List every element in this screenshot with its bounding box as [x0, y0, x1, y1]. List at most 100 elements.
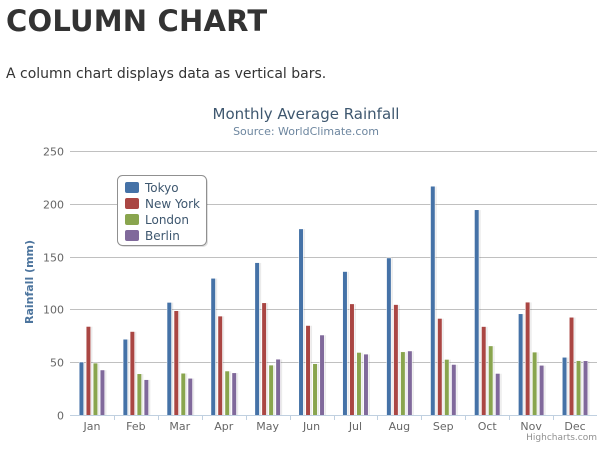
bar-berlin[interactable] — [187, 378, 195, 415]
bar-london[interactable] — [312, 363, 320, 415]
legend-item-london[interactable]: London — [125, 213, 189, 227]
legend-label: New York — [145, 197, 200, 211]
bar-berlin[interactable] — [495, 373, 502, 415]
bar-london[interactable] — [92, 362, 100, 415]
bar — [363, 354, 368, 415]
bar-new-york[interactable] — [349, 303, 356, 415]
bar-berlin[interactable] — [319, 334, 327, 415]
bar-new-york[interactable] — [173, 310, 181, 415]
bar — [269, 365, 274, 415]
bar — [100, 370, 105, 415]
bar — [481, 326, 486, 415]
bar-new-york[interactable] — [525, 301, 532, 415]
legend: Tokyo New York London Berlin — [117, 175, 208, 247]
bar — [262, 303, 267, 415]
bar-london[interactable] — [400, 351, 407, 415]
bar — [144, 379, 149, 415]
bar — [562, 357, 567, 415]
legend-item-berlin[interactable]: Berlin — [125, 229, 180, 243]
x-tick-label: Jul — [348, 420, 362, 433]
bar-berlin[interactable] — [231, 372, 239, 415]
bar — [525, 302, 530, 415]
x-tick-label: May — [256, 420, 279, 433]
bar — [188, 378, 193, 415]
bar-new-york[interactable] — [569, 317, 576, 415]
bar — [342, 271, 347, 415]
bar-berlin[interactable] — [407, 350, 414, 415]
bar-tokyo[interactable] — [78, 361, 86, 415]
bar-berlin[interactable] — [539, 365, 546, 415]
bar — [437, 318, 442, 415]
bar-berlin[interactable] — [451, 364, 458, 415]
bar — [576, 360, 581, 415]
legend-item-new-york[interactable]: New York — [125, 197, 200, 211]
x-tick-label: Oct — [478, 420, 498, 433]
bar — [276, 359, 281, 415]
bar — [539, 365, 544, 415]
bar-tokyo[interactable] — [518, 313, 525, 415]
bar-berlin[interactable] — [143, 379, 151, 415]
bar-london[interactable] — [268, 364, 276, 415]
bar-berlin[interactable] — [99, 369, 107, 415]
bar-tokyo[interactable] — [298, 228, 306, 415]
bar-tokyo[interactable] — [210, 278, 218, 415]
bar — [400, 352, 405, 415]
bar-london[interactable] — [136, 373, 144, 415]
bar-tokyo[interactable] — [122, 338, 130, 415]
legend-swatch — [125, 182, 139, 193]
x-tick-label: Apr — [214, 420, 234, 433]
bar — [123, 339, 128, 415]
bar — [320, 335, 325, 415]
bar-berlin[interactable] — [275, 358, 283, 415]
bar — [130, 331, 135, 415]
bar-london[interactable] — [224, 370, 232, 415]
bar — [407, 351, 412, 415]
bar-new-york[interactable] — [305, 325, 313, 415]
bar-berlin[interactable] — [363, 353, 370, 415]
bar-tokyo[interactable] — [430, 185, 437, 415]
bar — [218, 316, 223, 415]
credits-link[interactable]: Highcharts.com — [526, 433, 597, 443]
x-tick-label: Dec — [564, 420, 585, 433]
bar-tokyo[interactable] — [342, 271, 349, 415]
chart-title: Monthly Average Rainfall — [213, 105, 400, 123]
bar-new-york[interactable] — [85, 326, 93, 415]
bar-london[interactable] — [532, 351, 539, 415]
bar-tokyo[interactable] — [254, 262, 262, 415]
bar-new-york[interactable] — [217, 315, 225, 415]
legend-item-tokyo[interactable]: Tokyo — [125, 181, 179, 195]
bar-new-york[interactable] — [261, 302, 269, 415]
bar — [93, 363, 98, 415]
y-axis-title: Rainfall (mm) — [23, 240, 36, 324]
bar-tokyo[interactable] — [474, 209, 481, 415]
legend-label: Tokyo — [144, 181, 179, 195]
bar — [451, 364, 456, 415]
legend-swatch — [125, 198, 139, 209]
bar — [349, 304, 354, 415]
bar-london[interactable] — [180, 372, 188, 415]
x-tick-label: Sep — [433, 420, 454, 433]
legend-label: London — [145, 213, 189, 227]
bar-tokyo[interactable] — [166, 302, 174, 415]
y-axis-ticks: 0 50 100 150 200 250 — [43, 146, 64, 423]
bar — [488, 346, 493, 415]
x-axis-ticks: Jan Feb Mar Apr May Jun Jul Aug Sep Oct Nov Dec — [82, 415, 586, 433]
bar-london[interactable] — [576, 360, 583, 415]
bar-london[interactable] — [488, 345, 495, 415]
bar-new-york[interactable] — [393, 304, 400, 415]
bar-new-york[interactable] — [129, 331, 137, 415]
bar-berlin[interactable] — [583, 360, 590, 415]
bar — [532, 352, 537, 415]
bar — [356, 352, 361, 415]
bar-london[interactable] — [444, 359, 451, 415]
bar — [518, 314, 523, 415]
bar — [79, 362, 84, 415]
bar-london[interactable] — [356, 352, 363, 415]
legend-swatch — [125, 230, 139, 241]
bar-new-york[interactable] — [481, 326, 488, 415]
bar-tokyo[interactable] — [386, 257, 393, 415]
chart-subtitle: Source: WorldClimate.com — [233, 125, 379, 138]
bar-tokyo[interactable] — [562, 357, 569, 415]
legend-swatch — [125, 214, 139, 225]
bar-new-york[interactable] — [437, 318, 444, 415]
